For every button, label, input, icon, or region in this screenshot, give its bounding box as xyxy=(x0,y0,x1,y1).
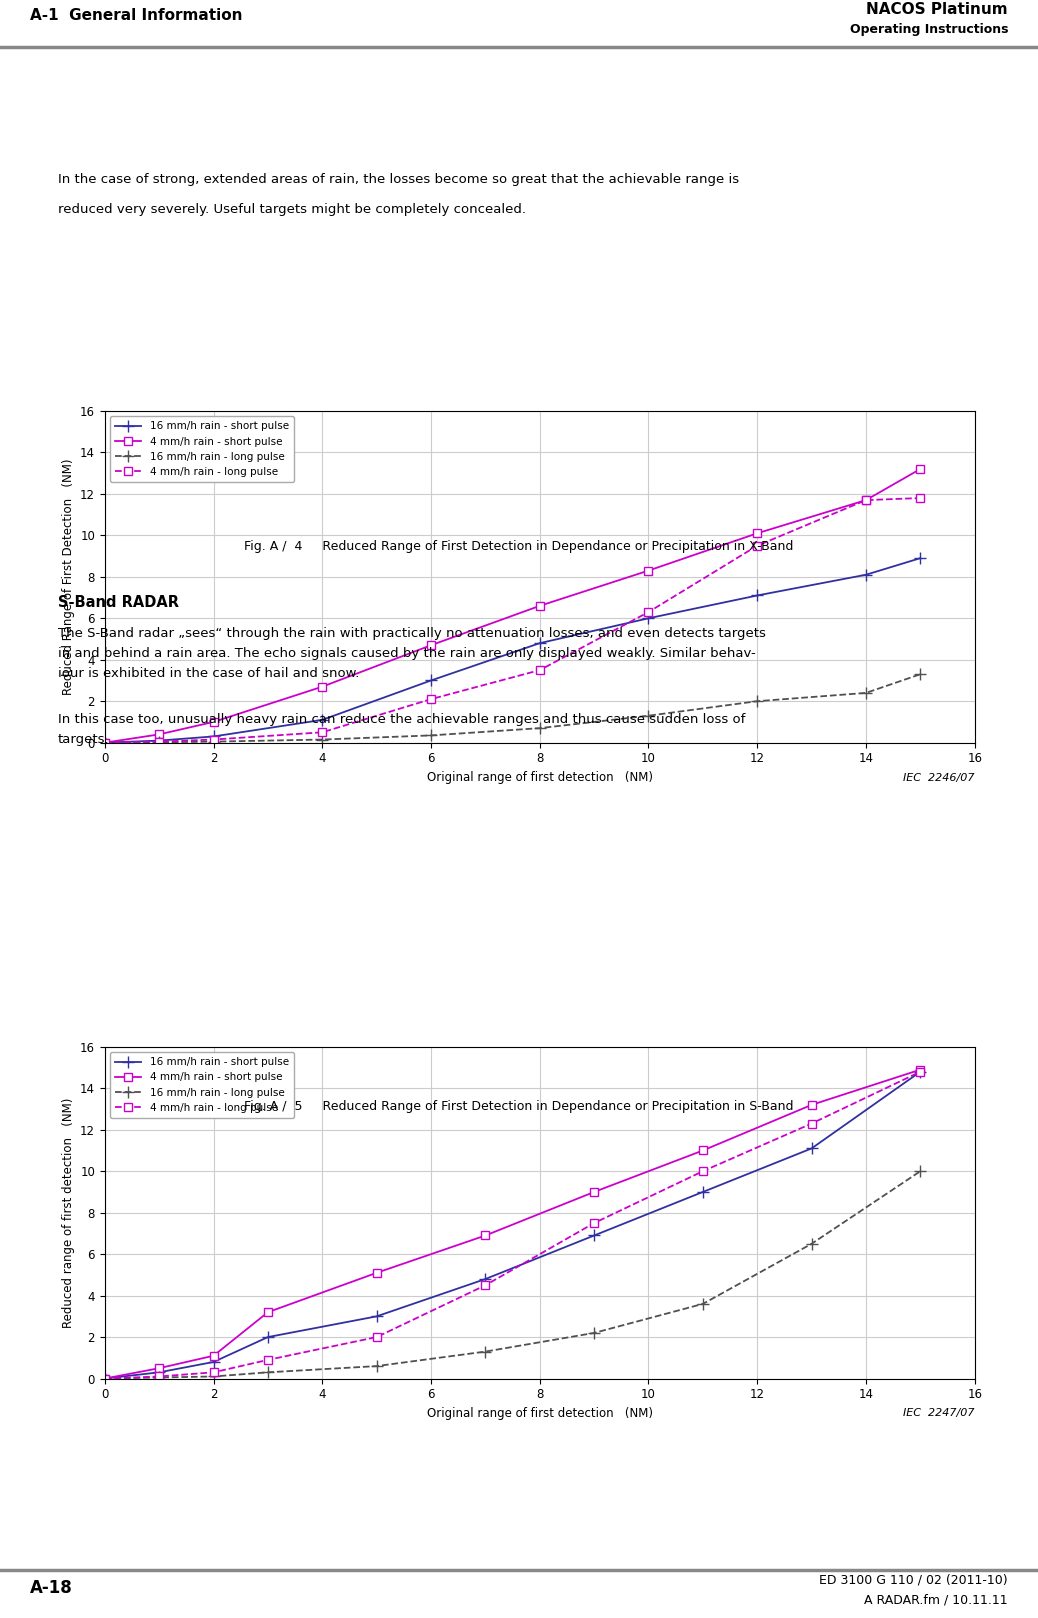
Text: iour is exhibited in the case of hail and snow.: iour is exhibited in the case of hail an… xyxy=(58,667,359,680)
Text: The S-Band radar „sees“ through the rain with practically no attenuation losses,: The S-Band radar „sees“ through the rain… xyxy=(58,628,766,641)
Text: Fig. A /  5     Reduced Range of First Detection in Dependance or Precipitation : Fig. A / 5 Reduced Range of First Detect… xyxy=(244,1100,794,1113)
X-axis label: Original range of first detection   (NM): Original range of first detection (NM) xyxy=(427,1406,653,1421)
Text: Fig. A /  4     Reduced Range of First Detection in Dependance or Precipitation : Fig. A / 4 Reduced Range of First Detect… xyxy=(244,540,794,553)
Y-axis label: Reduced range of first detection   (NM): Reduced range of first detection (NM) xyxy=(61,1097,75,1328)
Text: In this case too, unusually heavy rain can reduce the achievable ranges and thus: In this case too, unusually heavy rain c… xyxy=(58,714,745,726)
Text: IEC  2247/07: IEC 2247/07 xyxy=(903,1408,975,1419)
Text: A RADAR.fm / 10.11.11: A RADAR.fm / 10.11.11 xyxy=(865,1594,1008,1607)
Y-axis label: Reduced Range of First Detection   (NM): Reduced Range of First Detection (NM) xyxy=(61,458,75,696)
Text: targets.: targets. xyxy=(58,733,110,746)
Text: A-18: A-18 xyxy=(30,1579,73,1597)
Text: Operating Instructions: Operating Instructions xyxy=(849,24,1008,37)
Text: NACOS Platinum: NACOS Platinum xyxy=(867,3,1008,18)
Text: ED 3100 G 110 / 02 (2011-10): ED 3100 G 110 / 02 (2011-10) xyxy=(819,1573,1008,1587)
Text: reduced very severely. Useful targets might be completely concealed.: reduced very severely. Useful targets mi… xyxy=(58,202,526,215)
Text: In the case of strong, extended areas of rain, the losses become so great that t: In the case of strong, extended areas of… xyxy=(58,173,739,186)
Text: S-Band RADAR: S-Band RADAR xyxy=(58,595,179,610)
Legend: 16 mm/h rain - short pulse, 4 mm/h rain - short pulse, 16 mm/h rain - long pulse: 16 mm/h rain - short pulse, 4 mm/h rain … xyxy=(110,1052,294,1118)
Text: IEC  2246/07: IEC 2246/07 xyxy=(903,772,975,783)
X-axis label: Original range of first detection   (NM): Original range of first detection (NM) xyxy=(427,770,653,785)
Text: in and behind a rain area. The echo signals caused by the rain are only displaye: in and behind a rain area. The echo sign… xyxy=(58,647,756,660)
Text: A-1  General Information: A-1 General Information xyxy=(30,8,243,23)
Legend: 16 mm/h rain - short pulse, 4 mm/h rain - short pulse, 16 mm/h rain - long pulse: 16 mm/h rain - short pulse, 4 mm/h rain … xyxy=(110,416,294,482)
